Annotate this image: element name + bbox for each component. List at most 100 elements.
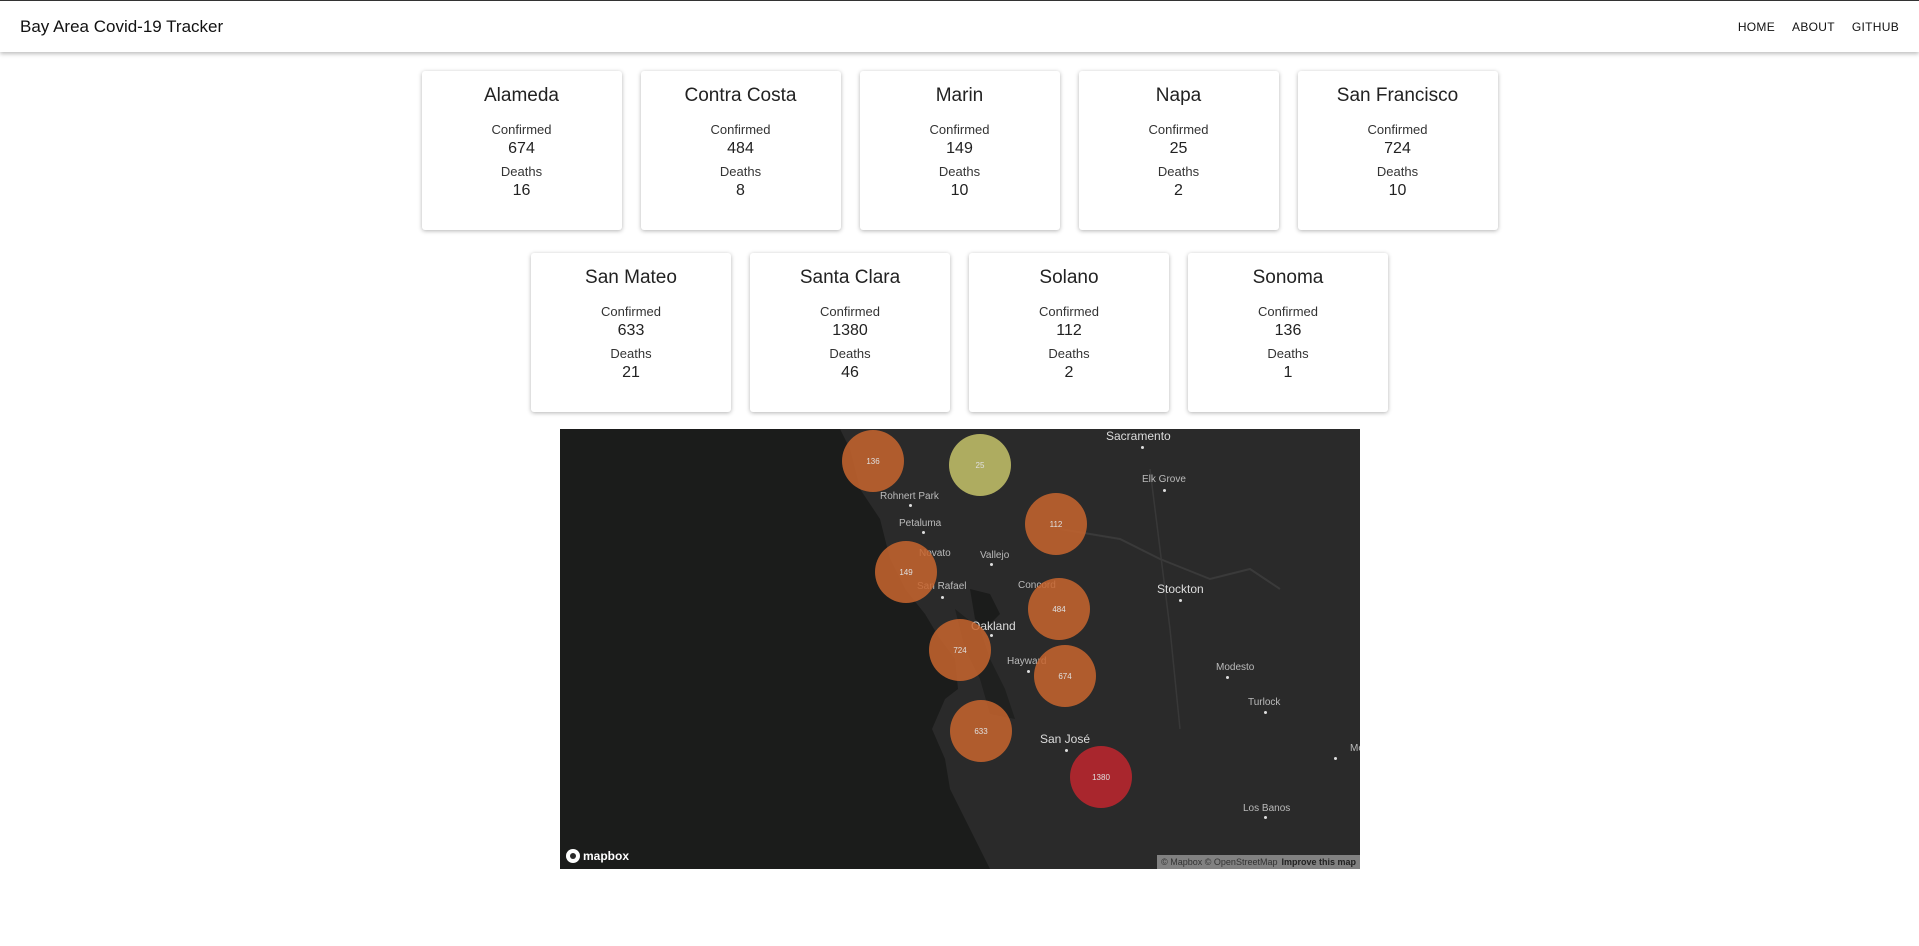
case-cluster-marker[interactable]: 633 [950, 700, 1012, 762]
city-label: Novato [919, 548, 951, 559]
confirmed-count: 1380 [832, 322, 868, 339]
mapbox-logo-text: mapbox [583, 849, 630, 863]
case-cluster-marker[interactable]: 149 [875, 541, 937, 603]
nav-github-link[interactable]: GITHUB [1851, 19, 1899, 34]
city-dot [1065, 749, 1068, 752]
deaths-count: 46 [841, 364, 859, 381]
map-attribution: © Mapbox © OpenStreetMap Improve this ma… [1157, 855, 1360, 869]
confirmed-label: Confirmed [491, 122, 552, 137]
deaths-label: Deaths [610, 346, 652, 361]
mapbox-logo-icon [566, 849, 580, 863]
county-card: Contra Costa Confirmed 484 Deaths 8 [640, 71, 841, 230]
county-name: Santa Clara [799, 267, 901, 288]
city-label: Elk Grove [1142, 474, 1186, 485]
county-name: Napa [1155, 85, 1202, 106]
confirmed-label: Confirmed [601, 304, 661, 319]
confirmed-label: Confirmed [1039, 304, 1099, 319]
county-name: Sonoma [1252, 267, 1324, 288]
city-label: Rohnert Park [880, 491, 939, 502]
county-name: Contra Costa [684, 85, 797, 106]
city-dot [922, 531, 925, 534]
deaths-label: Deaths [500, 164, 543, 179]
confirmed-count: 484 [727, 140, 754, 157]
confirmed-count: 112 [1056, 322, 1082, 339]
deaths-count: 2 [1064, 364, 1074, 381]
city-label: Los Banos [1243, 803, 1291, 814]
nav-home-link[interactable]: HOME [1737, 19, 1776, 34]
county-name: Alameda [484, 85, 559, 106]
county-card: Marin Confirmed 149 Deaths 10 [859, 71, 1060, 230]
deaths-count: 10 [950, 182, 969, 199]
case-cluster-marker[interactable]: 136 [842, 430, 904, 492]
deaths-count: 21 [622, 364, 640, 381]
confirmed-count: 149 [946, 140, 973, 157]
improve-map-link[interactable]: Improve this map [1281, 857, 1356, 867]
county-card: Solano Confirmed 112 Deaths 2 [969, 253, 1169, 412]
nav-about-link[interactable]: ABOUT [1792, 19, 1835, 34]
mapbox-logo[interactable]: mapbox [566, 849, 629, 863]
city-label: Sacramento [1106, 429, 1171, 443]
case-cluster-marker[interactable]: 25 [949, 434, 1011, 496]
deaths-label: Deaths [1048, 346, 1090, 361]
case-cluster-marker[interactable]: 724 [929, 619, 991, 681]
top-nav: HOME ABOUT GITHUB [1738, 20, 1899, 34]
case-cluster-marker[interactable]: 484 [1028, 578, 1090, 640]
city-label: Merced [1350, 743, 1360, 754]
confirmed-label: Confirmed [1148, 122, 1209, 137]
county-name: San Francisco [1336, 85, 1459, 106]
confirmed-label: Confirmed [929, 122, 990, 137]
city-dot [1163, 489, 1166, 492]
city-dot [1264, 816, 1267, 819]
confirmed-label: Confirmed [820, 304, 880, 319]
confirmed-count: 633 [617, 322, 645, 339]
confirmed-count: 674 [508, 140, 535, 157]
county-name: Marin [935, 85, 984, 106]
deaths-label: Deaths [719, 164, 762, 179]
deaths-count: 8 [736, 182, 745, 199]
case-cluster-marker[interactable]: 112 [1025, 493, 1087, 555]
deaths-label: Deaths [1376, 164, 1419, 179]
case-cluster-marker[interactable]: 674 [1034, 645, 1096, 707]
deaths-label: Deaths [1267, 346, 1309, 361]
confirmed-label: Confirmed [1367, 122, 1428, 137]
deaths-count: 1 [1283, 364, 1293, 381]
deaths-label: Deaths [1157, 164, 1200, 179]
city-dot [990, 634, 993, 637]
city-dot [1027, 670, 1030, 673]
county-card: Alameda Confirmed 674 Deaths 16 [421, 71, 622, 230]
city-dot [941, 596, 944, 599]
city-label: Stockton [1157, 582, 1204, 596]
app-bar: Bay Area Covid-19 Tracker HOME ABOUT GIT… [0, 0, 1919, 52]
deaths-count: 2 [1174, 182, 1183, 199]
county-card: Santa Clara Confirmed 1380 Deaths 46 [750, 253, 950, 412]
map[interactable]: Sacramento Elk Grove Rohnert Park Petalu… [560, 429, 1360, 869]
confirmed-label: Confirmed [1258, 304, 1318, 319]
city-label: Vallejo [980, 550, 1010, 561]
city-label: Turlock [1248, 697, 1281, 708]
deaths-count: 10 [1388, 182, 1407, 199]
county-row-1: Alameda Confirmed 674 Deaths 16 Contra Costa C… [0, 71, 1919, 230]
confirmed-count: 136 [1274, 322, 1302, 339]
app-title: Bay Area Covid-19 Tracker [20, 16, 224, 36]
city-dot [1264, 711, 1267, 714]
confirmed-count: 724 [1384, 140, 1411, 157]
county-row-2: San Mateo Confirmed 633 Deaths 21 Santa Clara… [0, 253, 1919, 412]
city-label: Hayward [1007, 656, 1047, 667]
city-label: Modesto [1216, 662, 1255, 673]
case-cluster-marker[interactable]: 1380 [1070, 746, 1132, 808]
county-card: San Mateo Confirmed 633 Deaths 21 [531, 253, 731, 412]
city-dot [1179, 599, 1182, 602]
county-name: Solano [1039, 267, 1099, 288]
city-label: San Rafael [917, 581, 967, 592]
confirmed-label: Confirmed [710, 122, 771, 137]
city-dot [1141, 446, 1144, 449]
deaths-label: Deaths [829, 346, 871, 361]
county-card: Napa Confirmed 25 Deaths 2 [1078, 71, 1279, 230]
city-label: San José [1040, 732, 1091, 746]
city-dot [909, 504, 912, 507]
city-dot [1226, 676, 1229, 679]
attribution-text[interactable]: © Mapbox © OpenStreetMap [1161, 857, 1278, 867]
county-card: Sonoma Confirmed 136 Deaths 1 [1188, 253, 1388, 412]
city-dot [990, 563, 993, 566]
city-label: Petaluma [899, 518, 942, 529]
